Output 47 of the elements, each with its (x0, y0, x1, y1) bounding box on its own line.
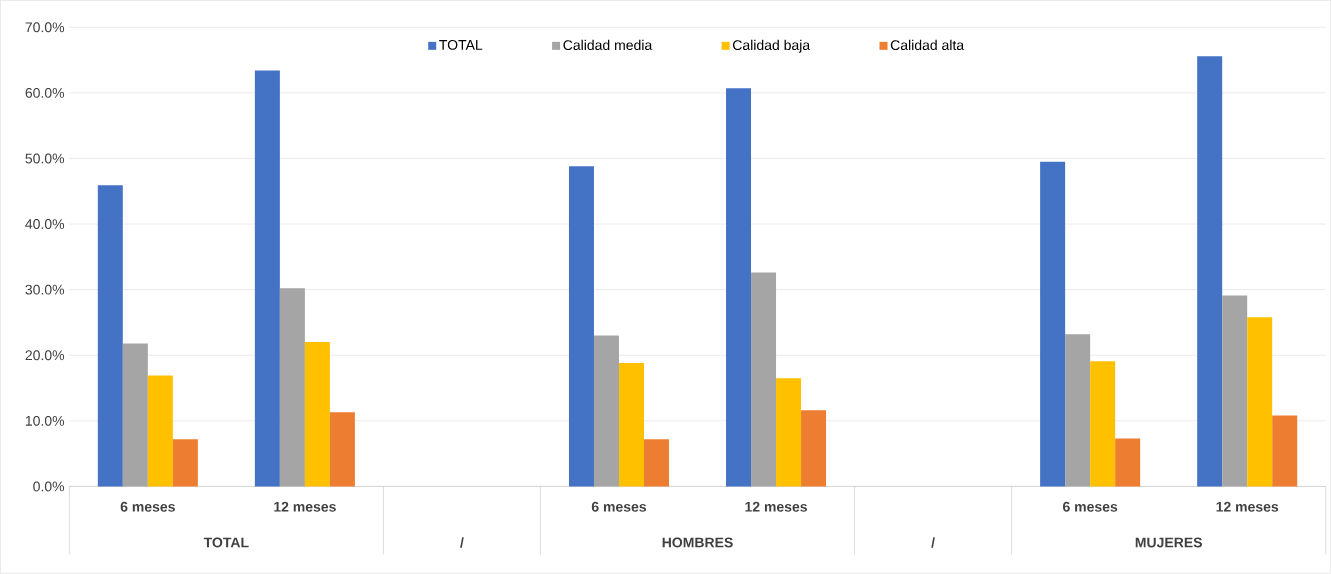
bar (1272, 415, 1298, 487)
text: HOMBRES (662, 537, 733, 548)
bar (254, 70, 280, 487)
y-tick-label: 0.0% (33, 481, 65, 492)
bar (122, 343, 148, 487)
bar (593, 335, 619, 487)
legend-label: Calidad baja (733, 39, 811, 53)
x-tick-label: 12 meses (1216, 501, 1279, 512)
y-tick-label: 50.0% (25, 153, 65, 164)
bar (1222, 295, 1248, 487)
bar (1115, 438, 1141, 487)
x-tick-label: 6 meses (120, 501, 175, 512)
text: / (460, 537, 464, 548)
y-tick-label: 60.0% (25, 88, 65, 98)
text: / (931, 537, 935, 548)
bar (1197, 56, 1223, 487)
bar (97, 185, 123, 487)
bar (801, 410, 827, 487)
bar (279, 288, 305, 487)
bar (644, 439, 670, 487)
text: TOTAL (203, 537, 249, 548)
bar (329, 412, 355, 487)
bar (147, 375, 173, 487)
bar (1040, 161, 1066, 487)
bar (618, 363, 644, 487)
bar (1247, 317, 1273, 487)
y-tick-label: 10.0% (25, 416, 65, 426)
y-tick-label: 70.0% (25, 22, 65, 33)
bar (1090, 361, 1116, 487)
y-tick-label: 40.0% (25, 219, 65, 230)
legend-label: TOTAL (439, 40, 483, 51)
x-tick-label: 6 meses (591, 501, 647, 512)
x-tick-label: 6 meses (1063, 501, 1118, 512)
bar (1065, 334, 1091, 487)
x-tick-label: 12 meses (745, 501, 807, 512)
bar (304, 342, 330, 487)
y-tick-label: 20.0% (25, 350, 65, 361)
bar (726, 88, 752, 487)
bar (751, 272, 777, 487)
bar (568, 166, 594, 487)
legend-label: Calidad media (563, 39, 653, 51)
x-tick-label: 12 meses (274, 501, 336, 512)
bar (172, 439, 198, 487)
text: MUJERES (1135, 537, 1202, 548)
y-tick-label: 30.0% (25, 284, 65, 295)
legend-label: Calidad alta (890, 39, 965, 51)
bar (776, 378, 802, 487)
